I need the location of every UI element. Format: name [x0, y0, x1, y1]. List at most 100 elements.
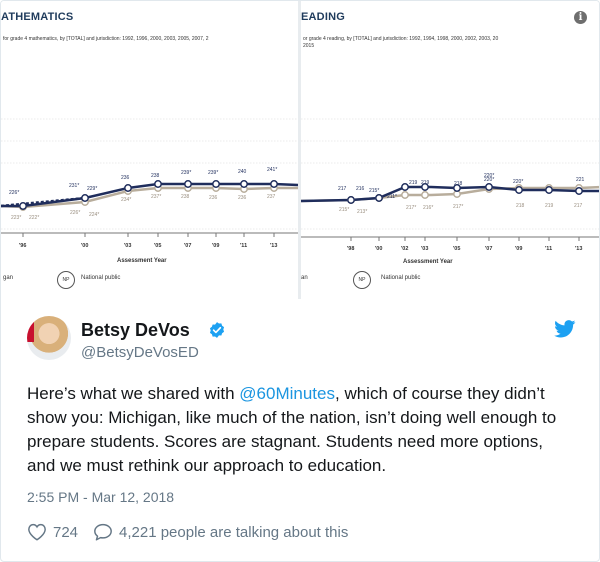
- reading-x-tick-label: '13: [575, 246, 582, 252]
- math-upper-label: 238: [151, 173, 160, 179]
- tweet-body: Betsy DeVos @BetsyDeVosED Here’s what we…: [1, 300, 599, 561]
- reading-x-tick-label: '11: [545, 246, 552, 252]
- reading-chart-title: EADING: [301, 11, 345, 23]
- math-legend-label: National public: [81, 275, 121, 281]
- author-handle[interactable]: @BetsyDeVosED: [81, 344, 199, 361]
- reading-lower-label: 215*: [339, 207, 349, 213]
- math-lower-label: 238: [181, 194, 190, 200]
- like-count: 724: [53, 523, 79, 541]
- talking-count: 4,221 people are talking about this: [119, 523, 349, 541]
- twitter-bird-icon[interactable]: [554, 320, 576, 338]
- reading-x-tick-label: '03: [421, 246, 428, 252]
- math-upper-point: [270, 180, 278, 188]
- reading-upper-label: 215*: [369, 188, 379, 194]
- math-upper-point: [154, 180, 162, 188]
- mention-link[interactable]: @60Minutes: [239, 384, 335, 403]
- math-chart-image[interactable]: ATHEMATICS for grade 4 mathematics, by […: [1, 1, 298, 299]
- reading-upper-label: 219: [409, 180, 418, 186]
- math-lower-label: 236: [238, 195, 247, 201]
- reading-legend-np-icon: NP: [353, 271, 371, 289]
- reading-gridlines: [301, 118, 599, 230]
- reading-x-tick-label: '00: [375, 246, 382, 252]
- avatar[interactable]: [27, 316, 71, 360]
- reading-lower-label: 217: [574, 203, 583, 209]
- reading-x-tick-label: '05: [453, 246, 460, 252]
- reading-lower-point: [421, 191, 429, 199]
- math-lower-label: 237: [267, 194, 276, 200]
- math-x-tick-label: '07: [184, 243, 191, 249]
- math-upper-label: 229*: [87, 186, 97, 192]
- reading-legend-side: an: [301, 275, 308, 281]
- reading-x-tick-label: '09: [515, 246, 522, 252]
- math-upper-label: 241*: [267, 167, 277, 173]
- reading-upper-point: [347, 196, 355, 204]
- math-lower-label: 223*: [11, 215, 21, 221]
- math-x-axis-title: Assessment Year: [117, 258, 167, 264]
- reading-upper-label: 218: [454, 181, 463, 187]
- math-x-tick-label: '96: [19, 243, 26, 249]
- reading-legend-label: National public: [381, 275, 421, 281]
- math-upper-point: [212, 180, 220, 188]
- math-x-tick-label: '11: [240, 243, 247, 249]
- math-chart-plot: 226* 231* 229* 236 238 239* 239* 240 241* 223* 22…: [1, 118, 298, 249]
- reading-lower-label: 216*: [423, 205, 433, 211]
- math-chart-subtitle: for grade 4 mathematics, by [TOTAL] and …: [3, 36, 209, 42]
- reading-upper-label: 221: [576, 177, 585, 183]
- math-upper-label: 236: [121, 175, 130, 181]
- reading-lower-label: 217*: [453, 204, 463, 210]
- verified-badge-icon: [209, 322, 225, 338]
- like-button[interactable]: 724: [27, 523, 78, 541]
- math-legend-side: gan: [3, 275, 14, 281]
- math-upper-point: [124, 184, 132, 192]
- tweet-text-after: , which of course they didn’t show you: …: [27, 384, 557, 475]
- math-upper-label: 240: [238, 169, 247, 175]
- math-upper-label: 239*: [181, 170, 191, 176]
- math-chart-title: ATHEMATICS: [1, 11, 74, 23]
- math-lower-label: 237*: [151, 194, 161, 200]
- math-upper-label: 231*: [69, 183, 79, 189]
- math-x-tick-label: '13: [270, 243, 277, 249]
- author-name[interactable]: Betsy DeVos: [81, 320, 190, 340]
- math-lower-label: 226*: [70, 210, 80, 216]
- reading-x-axis-title: Assessment Year: [403, 259, 453, 265]
- reading-upper-point: [401, 183, 409, 191]
- reading-upper-point: [515, 186, 523, 194]
- info-icon[interactable]: i: [574, 11, 587, 24]
- media-divider: [298, 1, 301, 299]
- reading-upper-label: 211*: [387, 194, 397, 200]
- reading-upper-label: 220*: [484, 177, 494, 183]
- reading-upper-label: 219: [421, 180, 430, 186]
- math-x-tick-label: '05: [154, 243, 161, 249]
- math-upper-point: [240, 180, 248, 188]
- tweet-media[interactable]: ATHEMATICS for grade 4 mathematics, by […: [1, 1, 599, 299]
- math-x-tick-label: '03: [124, 243, 131, 249]
- math-lower-label: 224*: [89, 212, 99, 218]
- reading-upper-label: 216: [356, 186, 365, 192]
- reading-upper-point: [485, 183, 493, 191]
- reading-upper-point: [453, 184, 461, 192]
- reading-upper-point: [421, 183, 429, 191]
- math-upper-point: [184, 180, 192, 188]
- reading-upper-point: [545, 186, 553, 194]
- reading-upper-point: [575, 187, 583, 195]
- tweet-text-before: Here’s what we shared with: [27, 384, 240, 403]
- heart-icon: [28, 523, 46, 541]
- math-legend-np-icon: NP: [57, 271, 75, 289]
- reading-x-tick-label: '07: [485, 246, 492, 252]
- reading-chart-image[interactable]: EADING i or grade 4 reading, by [TOTAL] …: [301, 1, 599, 299]
- math-x-tick-label: '09: [212, 243, 219, 249]
- reply-button[interactable]: 4,221 people are talking about this: [93, 523, 348, 541]
- reading-upper-label: 220*: [484, 173, 494, 179]
- reading-lower-label: 213*: [357, 209, 367, 215]
- math-lower-label: 222*: [29, 215, 39, 221]
- reading-lower-point: [401, 191, 409, 199]
- reading-upper-point: [375, 194, 383, 202]
- tweet-timestamp[interactable]: 2:55 PM - Mar 12, 2018: [27, 489, 175, 505]
- reading-lower-label: 219: [545, 203, 554, 209]
- math-upper-point: [81, 194, 89, 202]
- reading-upper-label: 217: [338, 186, 347, 192]
- reading-x-tick-label: '98: [347, 246, 354, 252]
- math-gridlines: [1, 118, 298, 230]
